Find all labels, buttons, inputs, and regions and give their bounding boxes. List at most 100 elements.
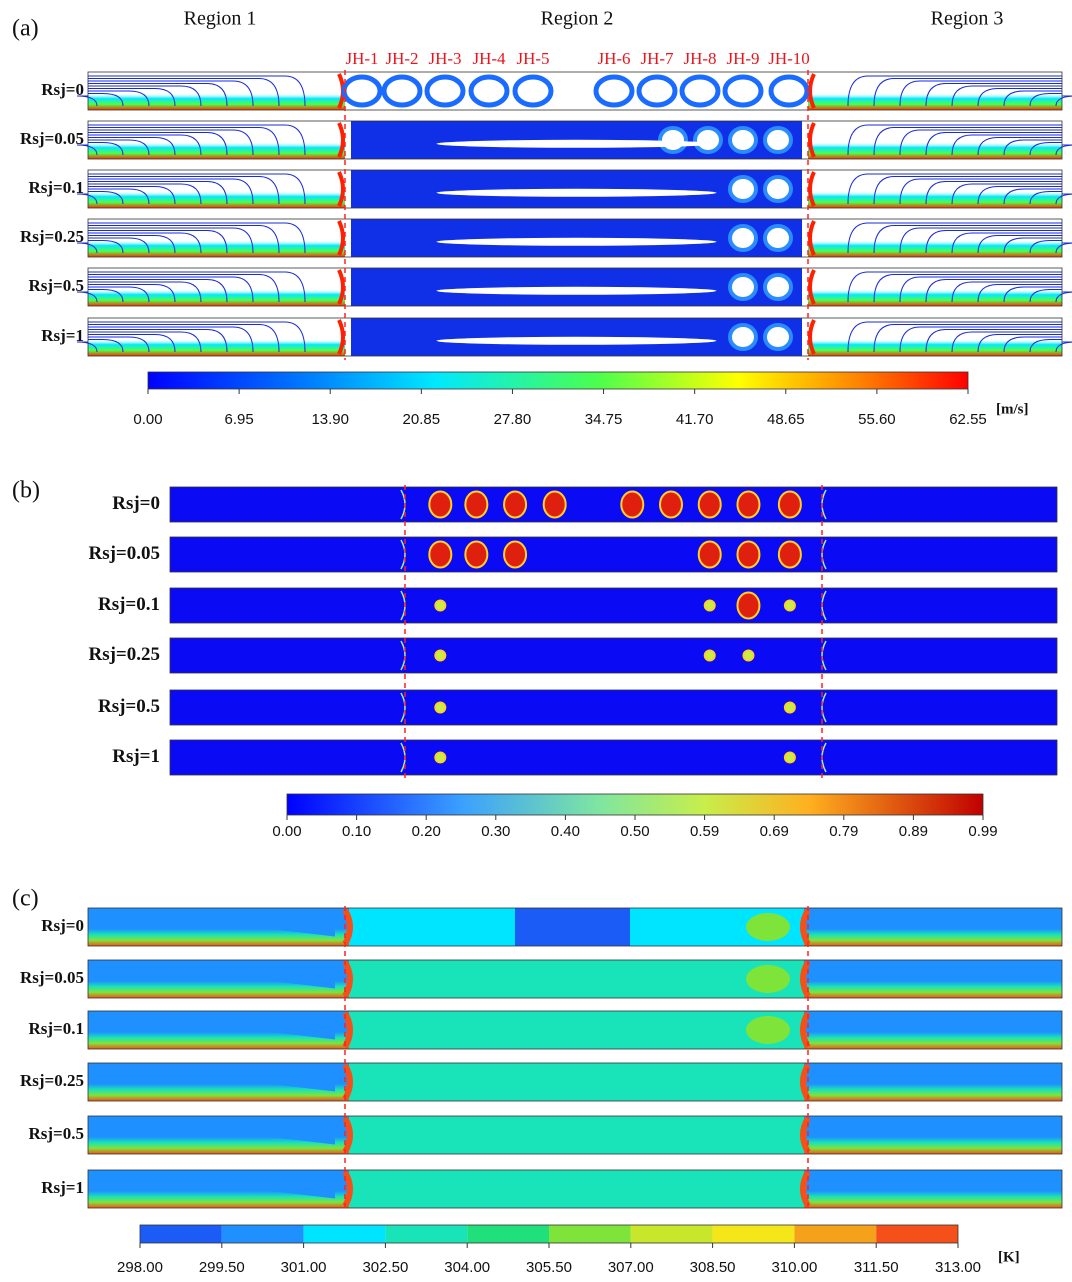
colorbar-tick-label: 0.89 — [899, 823, 928, 840]
colorbar-tick-label: 0.10 — [342, 823, 371, 840]
colorbar-tick-label: 0.99 — [968, 823, 997, 840]
wake — [436, 139, 717, 148]
contour-plot — [169, 739, 1058, 776]
jet-arc — [808, 319, 816, 355]
streamline — [1055, 341, 1072, 353]
cold-wedge — [88, 1116, 335, 1145]
streamline — [977, 137, 1062, 156]
vortex — [728, 273, 758, 301]
contour-plot — [87, 1169, 1063, 1209]
plot-frame — [169, 536, 1058, 573]
fraction-blob — [697, 540, 722, 569]
contour-plot — [76, 267, 1072, 307]
jet-label: JH-6 — [597, 49, 630, 68]
streamline — [1003, 139, 1062, 156]
contour-plot — [169, 486, 1058, 523]
streamline — [847, 321, 1062, 353]
fraction-blob — [620, 490, 645, 519]
streamline — [88, 336, 150, 353]
cold-wedge — [88, 1170, 335, 1199]
cold-wedge — [88, 908, 335, 937]
cold-wedge — [818, 960, 1062, 978]
wake — [436, 336, 717, 345]
vortex — [763, 126, 793, 154]
streamline — [88, 329, 228, 353]
streamline — [977, 186, 1062, 205]
vortex — [468, 74, 510, 108]
colorbar-tick-label: 13.90 — [311, 411, 349, 428]
jet-label: JH-4 — [472, 49, 506, 68]
row-label: Rsj=0.25 — [88, 644, 160, 665]
streamline — [847, 75, 1062, 107]
hot-jet — [800, 908, 811, 946]
streamline — [88, 176, 280, 205]
streamline — [977, 235, 1062, 254]
fraction-blob — [434, 599, 447, 612]
core-region — [349, 1011, 804, 1049]
colorbar-step — [876, 1225, 958, 1243]
hot-jet — [342, 960, 353, 998]
streamline — [1055, 242, 1072, 254]
plot-frame — [87, 317, 1063, 357]
core-region — [349, 1063, 804, 1101]
jet-arc — [808, 122, 816, 158]
hot-jet — [342, 1116, 353, 1154]
jet-arc — [337, 220, 345, 256]
fraction-blob — [777, 490, 802, 519]
vortex — [763, 323, 793, 351]
plot-bg — [170, 690, 1057, 725]
row-label: Rsj=0.05 — [20, 968, 84, 987]
streamline — [1055, 193, 1072, 205]
cold-core — [515, 908, 630, 946]
streamline — [925, 329, 1062, 353]
row-label: Rsj=0.1 — [29, 178, 85, 197]
fraction-blob — [703, 599, 716, 612]
streamline — [1029, 93, 1062, 107]
streamline — [951, 134, 1062, 156]
fraction-blob — [742, 649, 755, 662]
streamline — [847, 271, 1062, 303]
streamline — [88, 225, 280, 254]
plot-bg — [170, 588, 1057, 623]
streamline — [88, 279, 228, 303]
jet-arc — [808, 171, 816, 207]
cold-wedge — [88, 1063, 335, 1092]
colorbar-step — [385, 1225, 468, 1243]
streamline — [873, 127, 1062, 156]
contour-plot — [76, 71, 1072, 111]
jet-label: JH-7 — [640, 49, 674, 68]
streamline — [88, 191, 124, 205]
streamline — [1029, 191, 1062, 205]
fraction-blob — [434, 751, 447, 764]
jet-arc — [400, 692, 406, 723]
streamline — [873, 176, 1062, 205]
streamline — [88, 222, 306, 254]
streamline — [873, 274, 1062, 303]
row-label: Rsj=0.5 — [29, 1124, 85, 1143]
jet-arc — [337, 319, 345, 355]
panel-label: (c) — [12, 886, 39, 912]
streamline — [847, 222, 1062, 254]
jet-arc — [400, 539, 406, 570]
streamline — [88, 142, 124, 156]
hot-jet — [800, 960, 811, 998]
contour-plot — [169, 689, 1058, 726]
cold-wedge — [88, 960, 335, 989]
jet-label: JH-9 — [726, 49, 759, 68]
streamline — [88, 321, 306, 353]
vortex — [679, 74, 721, 108]
region-label: Region 3 — [931, 8, 1004, 30]
streamline — [88, 232, 202, 254]
contour-plot — [169, 637, 1058, 674]
streamline — [925, 279, 1062, 303]
plot-bg — [170, 487, 1057, 522]
vortex — [768, 74, 810, 108]
streamline — [88, 326, 254, 353]
cold-wedge — [818, 908, 1062, 926]
streamline — [977, 334, 1062, 353]
fraction-blob — [736, 540, 761, 569]
streamline — [76, 144, 98, 156]
colorbar-tick-label: 41.70 — [676, 411, 714, 428]
streamline — [88, 181, 228, 205]
cold-wedge — [818, 1170, 1062, 1188]
